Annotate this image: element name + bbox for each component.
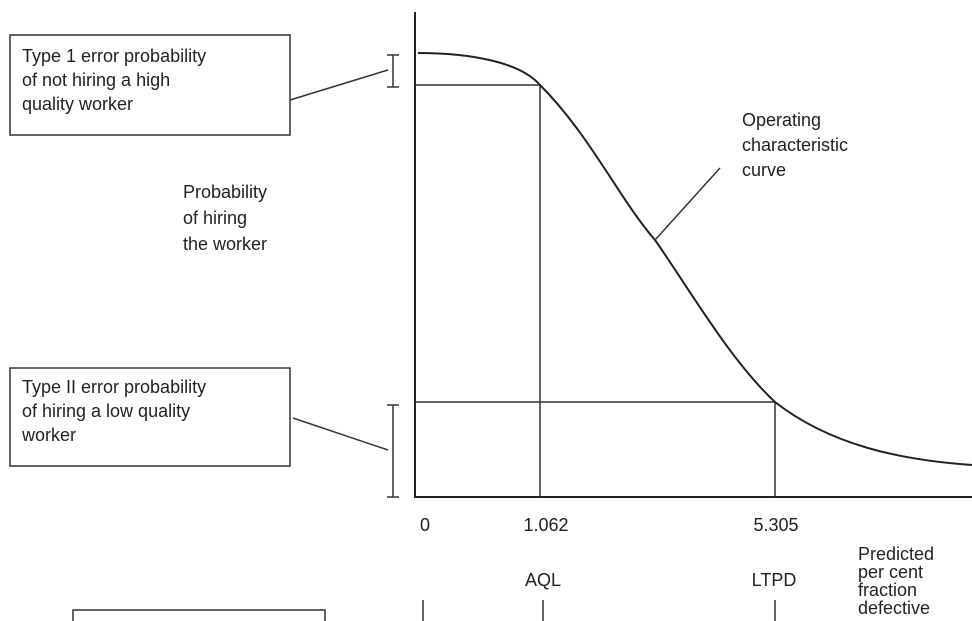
box-text: Type II error probability — [22, 377, 206, 397]
type1-box — [9, 34, 291, 136]
pointer — [654, 167, 721, 241]
x-value: 0 — [420, 515, 430, 535]
box-text: of not hiring a high — [22, 70, 170, 90]
box-text: worker — [21, 425, 76, 445]
pointer — [292, 417, 389, 451]
box-text: of hiring a low quality — [22, 401, 190, 421]
curve-label: Operating — [742, 110, 821, 130]
x-name: LTPD — [752, 570, 797, 590]
axis-label: Predicted — [858, 544, 934, 564]
oc-curve — [417, 52, 972, 466]
type1-bracket — [387, 54, 399, 88]
box-text: Type 1 error probability — [22, 46, 206, 66]
curve-label: curve — [742, 160, 786, 180]
x-name: AQL — [525, 570, 561, 590]
type2-box — [9, 367, 291, 467]
x-value: 1.062 — [523, 515, 568, 535]
box-text: quality worker — [22, 94, 133, 114]
axis-label: fraction — [858, 580, 917, 600]
axis-label: per cent — [858, 562, 923, 582]
pointer — [289, 69, 389, 101]
axis-label: the worker — [183, 234, 267, 254]
axis-label: Probability — [183, 182, 267, 202]
x-value: 5.305 — [753, 515, 798, 535]
axis-label: of hiring — [183, 208, 247, 228]
aql-guide — [415, 84, 541, 497]
bottom-box — [72, 609, 326, 621]
ltpd-guide — [415, 401, 776, 497]
type2-bracket — [387, 404, 399, 498]
curve-label: characteristic — [742, 135, 848, 155]
axis-label: defective — [858, 598, 930, 618]
